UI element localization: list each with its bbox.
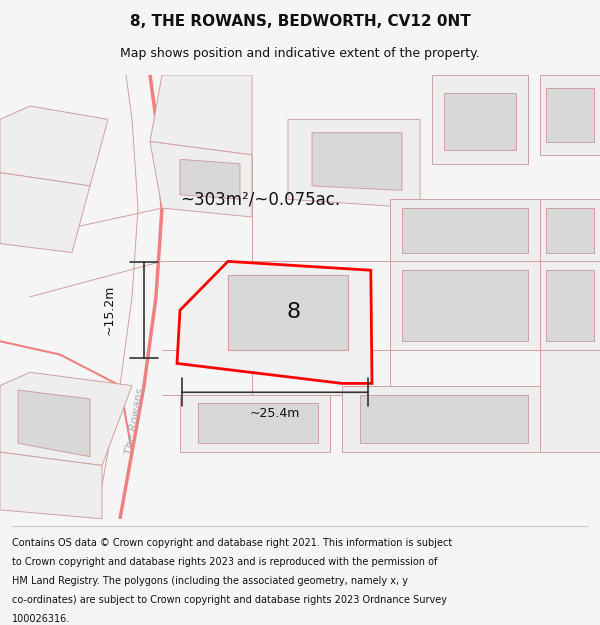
Polygon shape [540, 350, 600, 452]
Text: The Rowans: The Rowans [124, 387, 146, 455]
Polygon shape [150, 141, 252, 217]
Text: HM Land Registry. The polygons (including the associated geometry, namely x, y: HM Land Registry. The polygons (includin… [12, 576, 408, 586]
Polygon shape [150, 75, 252, 155]
Polygon shape [342, 386, 540, 452]
Text: 8: 8 [287, 302, 301, 322]
Polygon shape [540, 199, 600, 261]
Polygon shape [228, 274, 348, 350]
Polygon shape [390, 199, 540, 261]
Polygon shape [444, 92, 516, 151]
Polygon shape [0, 106, 108, 186]
Polygon shape [546, 270, 594, 341]
Text: Contains OS data © Crown copyright and database right 2021. This information is : Contains OS data © Crown copyright and d… [12, 538, 452, 548]
Polygon shape [180, 394, 330, 452]
Polygon shape [546, 208, 594, 252]
Text: 8, THE ROWANS, BEDWORTH, CV12 0NT: 8, THE ROWANS, BEDWORTH, CV12 0NT [130, 14, 470, 29]
Text: ~303m²/~0.075ac.: ~303m²/~0.075ac. [180, 190, 340, 208]
Polygon shape [180, 159, 240, 199]
Text: 100026316.: 100026316. [12, 614, 70, 624]
Polygon shape [432, 75, 528, 164]
Polygon shape [18, 390, 90, 457]
Text: ~15.2m: ~15.2m [103, 285, 116, 336]
Polygon shape [360, 394, 528, 443]
Polygon shape [540, 261, 600, 350]
Polygon shape [546, 88, 594, 141]
Polygon shape [0, 173, 90, 253]
Polygon shape [540, 75, 600, 155]
Text: Map shows position and indicative extent of the property.: Map shows position and indicative extent… [120, 48, 480, 61]
Text: to Crown copyright and database rights 2023 and is reproduced with the permissio: to Crown copyright and database rights 2… [12, 557, 437, 567]
Polygon shape [312, 132, 402, 191]
Polygon shape [0, 452, 102, 519]
Polygon shape [177, 261, 372, 383]
Polygon shape [402, 270, 528, 341]
Polygon shape [390, 261, 540, 350]
Polygon shape [0, 372, 132, 466]
Polygon shape [288, 119, 420, 208]
Text: co-ordinates) are subject to Crown copyright and database rights 2023 Ordnance S: co-ordinates) are subject to Crown copyr… [12, 595, 447, 605]
Polygon shape [198, 403, 318, 443]
Text: ~25.4m: ~25.4m [250, 407, 300, 420]
Polygon shape [402, 208, 528, 252]
